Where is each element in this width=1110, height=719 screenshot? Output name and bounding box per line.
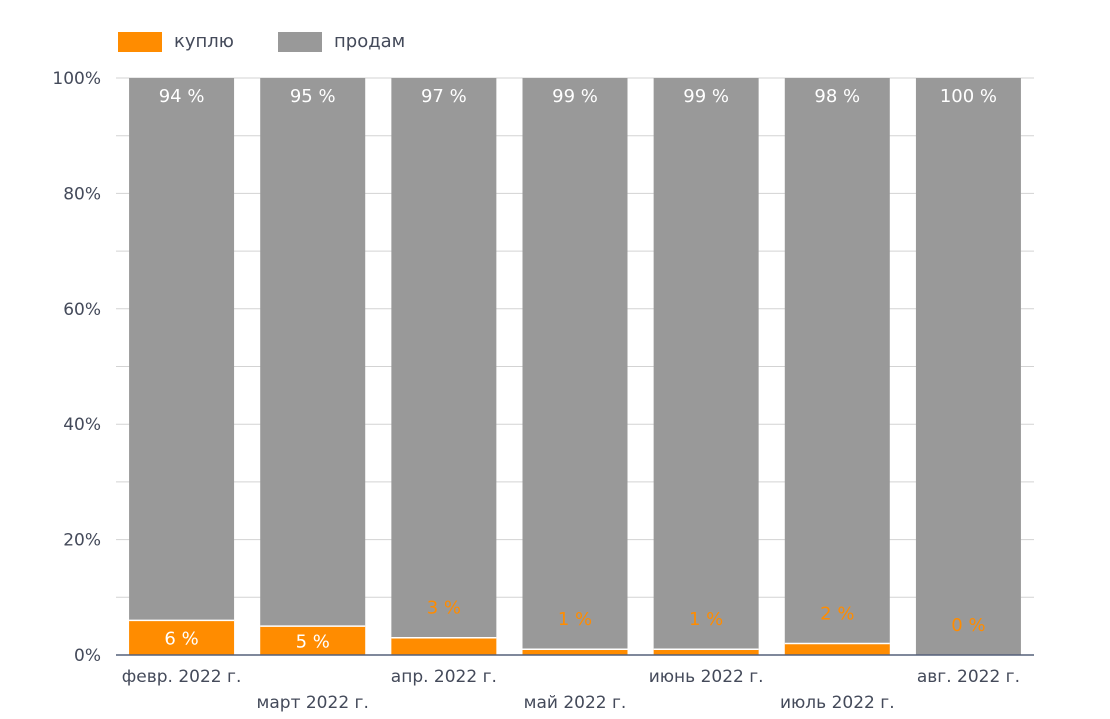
x-category-label: апр. 2022 г. [391, 667, 497, 687]
bar-buy [129, 620, 235, 655]
legend-swatch-buy [118, 31, 162, 52]
bar-buy [653, 649, 759, 655]
y-tick-label: 100% [52, 69, 101, 89]
x-category-label: июль 2022 г. [780, 693, 895, 713]
legend-item-buy: куплю [118, 31, 234, 52]
y-tick-label: 80% [63, 184, 101, 204]
data-label-buy: 0 % [951, 615, 985, 636]
data-label-buy: 2 % [820, 603, 854, 624]
y-tick-label: 60% [63, 300, 101, 320]
legend-swatch-sell [278, 31, 322, 52]
data-label-sell: 99 % [552, 86, 598, 107]
bar-sell [784, 78, 890, 644]
x-category-label: май 2022 г. [524, 693, 627, 713]
data-label-sell: 98 % [814, 86, 860, 107]
bar-sell [391, 78, 497, 638]
bar-sell [129, 78, 235, 621]
bar-sell [653, 78, 759, 650]
x-category-label: авг. 2022 г. [917, 667, 1020, 687]
bar-buy [522, 649, 628, 655]
bar-sell [260, 78, 366, 627]
data-label-sell: 94 % [159, 86, 205, 107]
y-tick-label: 0% [74, 646, 101, 666]
data-label-sell: 95 % [290, 86, 336, 107]
data-label-sell: 97 % [421, 86, 467, 107]
y-tick-label: 20% [63, 531, 101, 551]
bar-buy [391, 637, 497, 655]
bar-buy [784, 643, 890, 655]
x-category-label: март 2022 г. [257, 693, 369, 713]
legend-label-buy: куплю [174, 31, 234, 52]
x-category-label: февр. 2022 г. [122, 667, 242, 687]
legend-item-sell: продам [278, 31, 405, 52]
data-label-sell: 100 % [940, 86, 997, 107]
data-label-buy: 6 % [164, 629, 198, 650]
bar-buy [260, 626, 366, 655]
data-label-buy: 1 % [689, 609, 723, 630]
legend-label-sell: продам [334, 31, 406, 52]
data-label-buy: 5 % [296, 632, 330, 653]
data-label-buy: 1 % [558, 609, 592, 630]
data-label-sell: 99 % [683, 86, 729, 107]
bar-sell [915, 78, 1021, 655]
data-label-buy: 3 % [427, 598, 461, 619]
bar-sell [522, 78, 628, 650]
y-tick-label: 40% [63, 415, 101, 435]
x-category-label: июнь 2022 г. [649, 667, 764, 687]
